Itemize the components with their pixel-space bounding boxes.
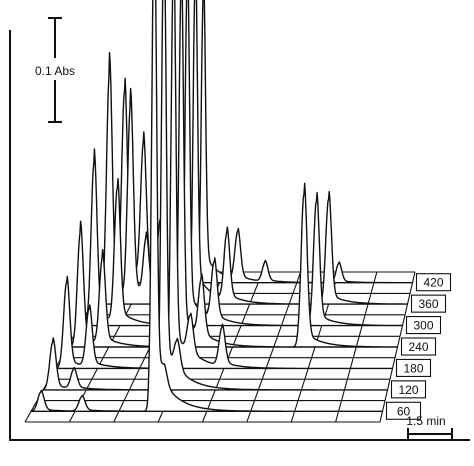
series-label: 300: [413, 319, 433, 333]
series-label-box: [415, 273, 452, 292]
series-label-box: [390, 380, 427, 399]
absorbance-scale-bar: 0.1 Abs: [35, 17, 75, 123]
axis-frame: [9, 30, 470, 441]
trace-360: [91, 0, 409, 305]
series-label-box: [385, 401, 422, 420]
trace-60: [30, 0, 384, 412]
series-label: 240: [408, 340, 428, 354]
series-label-box: [400, 337, 437, 356]
series-label-box: [405, 316, 442, 335]
abs-scale-label: 0.1 Abs: [35, 64, 75, 78]
time-scale-bar: 1.5 min: [406, 414, 445, 428]
traces: [30, 0, 414, 412]
trace-120: [42, 0, 389, 391]
time-scale-label: 1.5 min: [406, 414, 445, 428]
series-label: 360: [418, 297, 438, 311]
series-label: 180: [403, 361, 423, 375]
series-label: 60: [397, 404, 411, 418]
trace-180: [54, 0, 394, 370]
series-label-box: [395, 358, 432, 377]
trace-300: [78, 0, 404, 327]
time-scale-bar-lines: [407, 428, 453, 440]
series-labels: 420 360 300 240 180 120 60: [385, 273, 452, 420]
series-label: 120: [398, 383, 418, 397]
trace-240: [66, 0, 399, 348]
series-label-box: [410, 294, 447, 313]
series-label: 420: [423, 276, 443, 290]
